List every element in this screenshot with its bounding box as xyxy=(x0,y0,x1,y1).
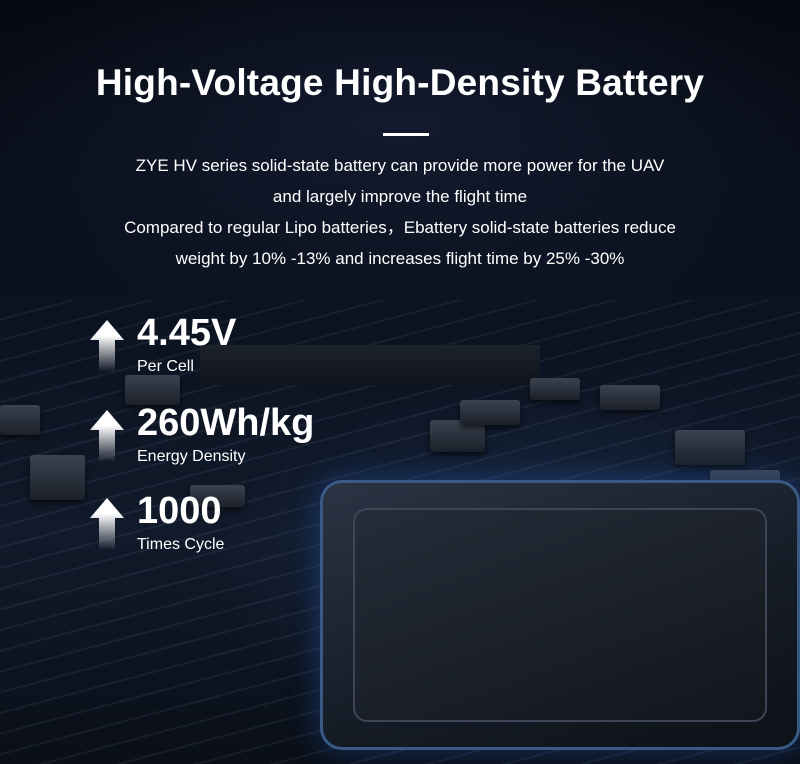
component xyxy=(675,430,745,465)
up-arrow-icon xyxy=(90,410,124,462)
description-line: and largely improve the flight time xyxy=(272,187,528,206)
description-line: Compared to regular Lipo batteries，Ebatt… xyxy=(124,218,676,237)
component xyxy=(600,385,660,410)
description-line: weight by 10% -13% and increases flight … xyxy=(175,249,625,268)
stat-value: 1000 xyxy=(137,490,222,532)
stat-value: 260Wh/kg xyxy=(137,402,315,444)
component xyxy=(460,400,520,425)
page-title: High-Voltage High-Density Battery xyxy=(95,62,705,103)
component xyxy=(530,378,580,400)
stat-value: 4.45V xyxy=(137,312,237,354)
processor-chip-image xyxy=(320,480,800,750)
stat-label: Times Cycle xyxy=(137,536,225,553)
stat-label: Per Cell xyxy=(137,358,194,375)
up-arrow-icon xyxy=(90,498,124,550)
description-line: ZYE HV series solid-state battery can pr… xyxy=(135,156,665,175)
up-arrow-icon xyxy=(90,320,124,372)
ic-component xyxy=(200,345,540,385)
component xyxy=(30,455,85,500)
component xyxy=(190,485,245,507)
stat-label: Energy Density xyxy=(137,448,246,465)
component xyxy=(430,420,485,452)
component xyxy=(0,405,40,435)
description: ZYE HV series solid-state battery can pr… xyxy=(0,150,800,274)
component xyxy=(125,375,180,405)
title-divider xyxy=(383,133,429,136)
